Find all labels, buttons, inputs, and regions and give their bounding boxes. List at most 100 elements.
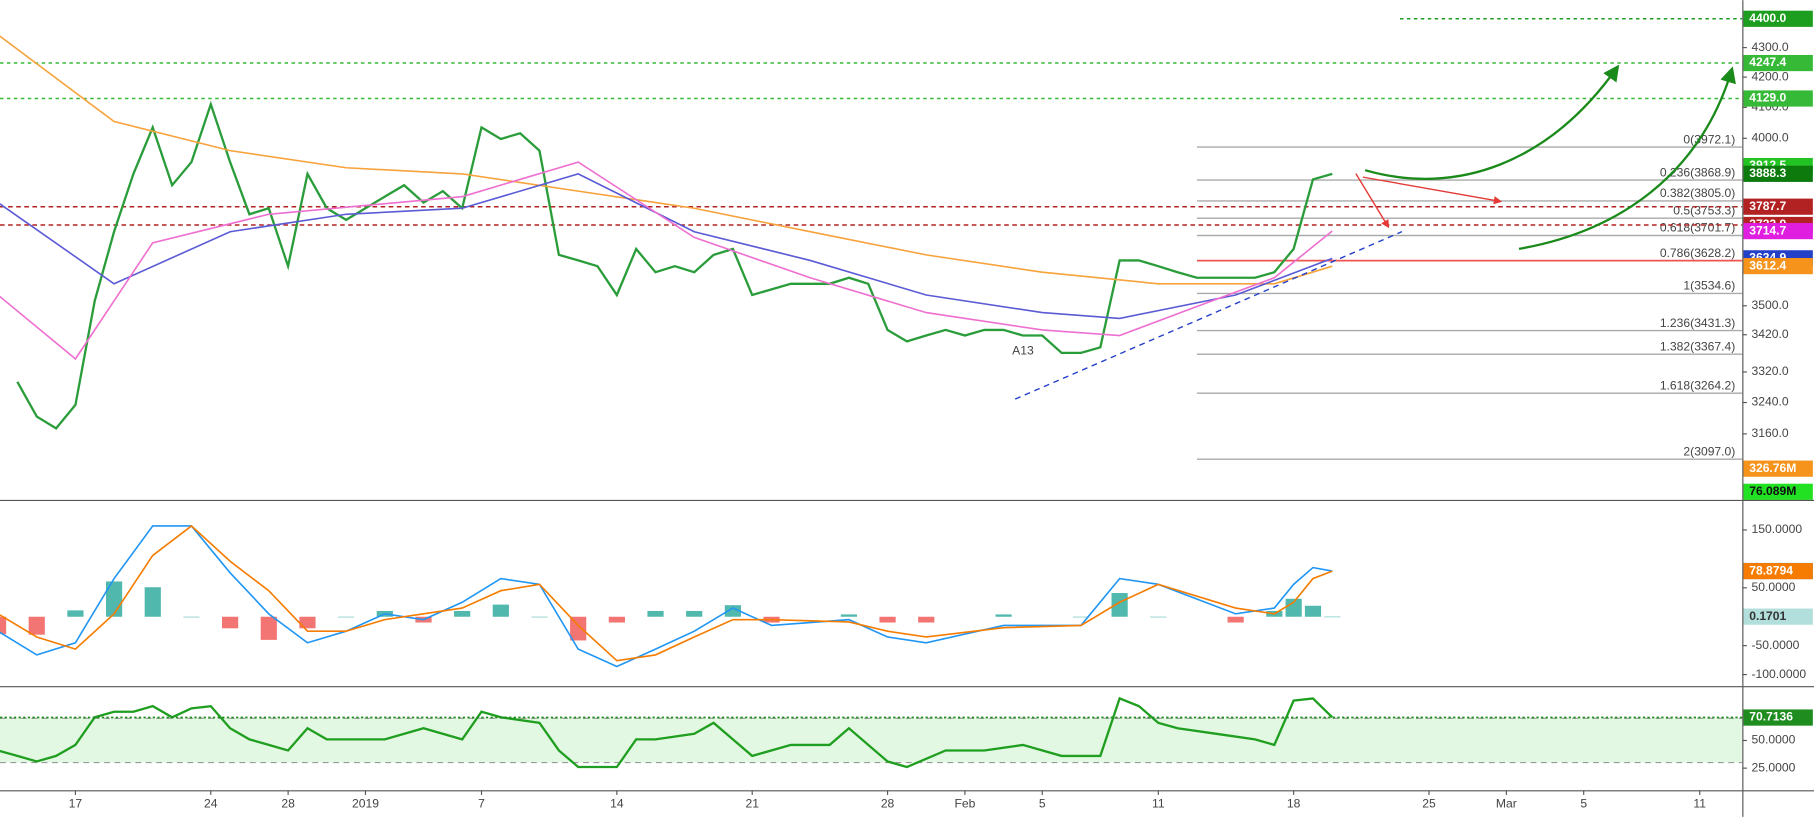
- y-tick-label: 50.0000: [1752, 580, 1796, 594]
- x-tick-label: 14: [610, 796, 624, 810]
- x-tick-label: Feb: [954, 796, 975, 810]
- y-tick-label: 150.0000: [1752, 522, 1803, 536]
- series-line: [0, 161, 1333, 361]
- histogram-bar: [0, 616, 7, 635]
- price-badge-label: 3787.7: [1749, 199, 1786, 213]
- y-tick-label: 25.0000: [1752, 760, 1796, 774]
- histogram-bar: [1150, 616, 1167, 618]
- series-line: [0, 173, 1333, 320]
- histogram-bar: [686, 610, 703, 617]
- histogram-bar: [338, 616, 355, 618]
- histogram-bar: [454, 610, 471, 617]
- y-tick-label: 3240.0: [1752, 395, 1789, 409]
- pane: [0, 696, 1743, 769]
- histogram-bar: [724, 605, 741, 617]
- price-badge-label: 78.8794: [1749, 563, 1793, 577]
- histogram-bar: [918, 616, 935, 623]
- price-badge: [1743, 258, 1813, 275]
- series-line: [0, 35, 1333, 285]
- arrow-down: [1355, 173, 1390, 229]
- price-badge: [1743, 198, 1813, 215]
- price-badge-label: 4129.0: [1749, 91, 1786, 105]
- price-badge: [1743, 90, 1813, 107]
- x-tick-label: 11: [1693, 796, 1706, 810]
- histogram-bar: [1072, 616, 1090, 618]
- x-tick-label: 18: [1287, 796, 1301, 810]
- histogram-bar: [1285, 598, 1302, 617]
- price-badge: [1743, 54, 1813, 72]
- fib-label: 0(3972.1): [1683, 132, 1735, 146]
- x-tick-label: 21: [745, 796, 759, 810]
- histogram-bar: [260, 616, 277, 640]
- x-tick-label: 24: [204, 796, 218, 810]
- price-badge: [1743, 709, 1813, 726]
- series-line: [16, 100, 1333, 430]
- price-badge-label: 70.7136: [1749, 710, 1793, 724]
- fib-label: 1.236(3431.3): [1660, 316, 1736, 330]
- series-line: [0, 696, 1334, 769]
- arrow-up: [1518, 66, 1736, 250]
- histogram-bar: [222, 616, 239, 629]
- fib-label: 0.236(3868.9): [1660, 165, 1736, 179]
- price-badge: [1743, 222, 1813, 240]
- y-tick-label: 50.0000: [1752, 733, 1796, 747]
- series-line: [0, 524, 1333, 662]
- x-tick-label: 5: [1580, 796, 1587, 810]
- histogram-bar: [1111, 593, 1128, 617]
- fib-label: 2(3097.0): [1683, 444, 1735, 458]
- price-badge-label: 4247.4: [1749, 55, 1786, 69]
- y-tick-label: 4200.0: [1752, 69, 1789, 83]
- histogram-bar: [28, 616, 45, 635]
- series-line: [0, 525, 1333, 668]
- x-tick-label: 7: [478, 796, 485, 810]
- arrow-up: [1364, 64, 1620, 181]
- volume-badge-label: 76.089M: [1749, 484, 1796, 498]
- y-tick-label: 3500.0: [1752, 298, 1789, 312]
- volume-badge-label: 326.76M: [1749, 461, 1796, 475]
- x-tick-label: 28: [281, 796, 295, 810]
- y-tick-label: 3320.0: [1752, 364, 1789, 378]
- y-tick-label: 3420.0: [1752, 327, 1789, 341]
- histogram-bar: [1324, 616, 1341, 618]
- band-fill: [0, 718, 1743, 763]
- arrow-down: [1362, 176, 1503, 205]
- histogram-bar: [492, 604, 509, 617]
- histogram-bar: [144, 587, 161, 617]
- histogram-bar: [995, 614, 1012, 617]
- histogram-bar: [299, 616, 316, 629]
- histogram-bar: [570, 616, 587, 641]
- fib-label: 0.786(3628.2): [1660, 246, 1736, 260]
- histogram-bar: [879, 616, 896, 623]
- annotation: A13: [1012, 344, 1034, 358]
- price-badge: [1743, 10, 1813, 27]
- x-tick-label: 17: [69, 796, 83, 810]
- x-tick-label: 11: [1152, 796, 1165, 810]
- fib-label: 0.5(3753.3): [1673, 203, 1735, 217]
- trendline: [1014, 231, 1403, 400]
- pane: 0(3972.1) 0.236(3868.9) 0.382(3805.0) 0.5(3…: [0, 18, 1743, 460]
- histogram-bar: [840, 614, 857, 617]
- fib-label: 1.618(3264.2): [1660, 378, 1736, 392]
- price-badge-label: 3612.4: [1749, 258, 1786, 272]
- x-tick-label: 5: [1039, 796, 1046, 810]
- y-tick-label: 4000.0: [1752, 131, 1789, 145]
- price-badge: [1743, 165, 1813, 182]
- fib-label: 0.382(3805.0): [1660, 186, 1736, 200]
- price-badge: [1743, 563, 1813, 580]
- volume-badge: [1743, 483, 1813, 500]
- x-tick-label: 28: [881, 796, 895, 810]
- plot-layer: 0(3972.1) 0.236(3868.9) 0.382(3805.0) 0.5(3…: [0, 10, 1813, 810]
- price-badge: [1743, 608, 1813, 625]
- price-badge-label: 3888.3: [1749, 166, 1786, 180]
- fib-label: 1(3534.6): [1683, 279, 1735, 293]
- fib-label: 1.382(3367.4): [1660, 339, 1736, 353]
- volume-badge: [1743, 460, 1813, 477]
- price-badge-label: 0.1701: [1749, 609, 1786, 623]
- histogram-bar: [647, 610, 664, 617]
- price-badge-label: 4400.0: [1749, 11, 1786, 25]
- histogram-bar: [531, 616, 548, 618]
- x-tick-label: 25: [1422, 796, 1436, 810]
- histogram-bar: [608, 616, 625, 623]
